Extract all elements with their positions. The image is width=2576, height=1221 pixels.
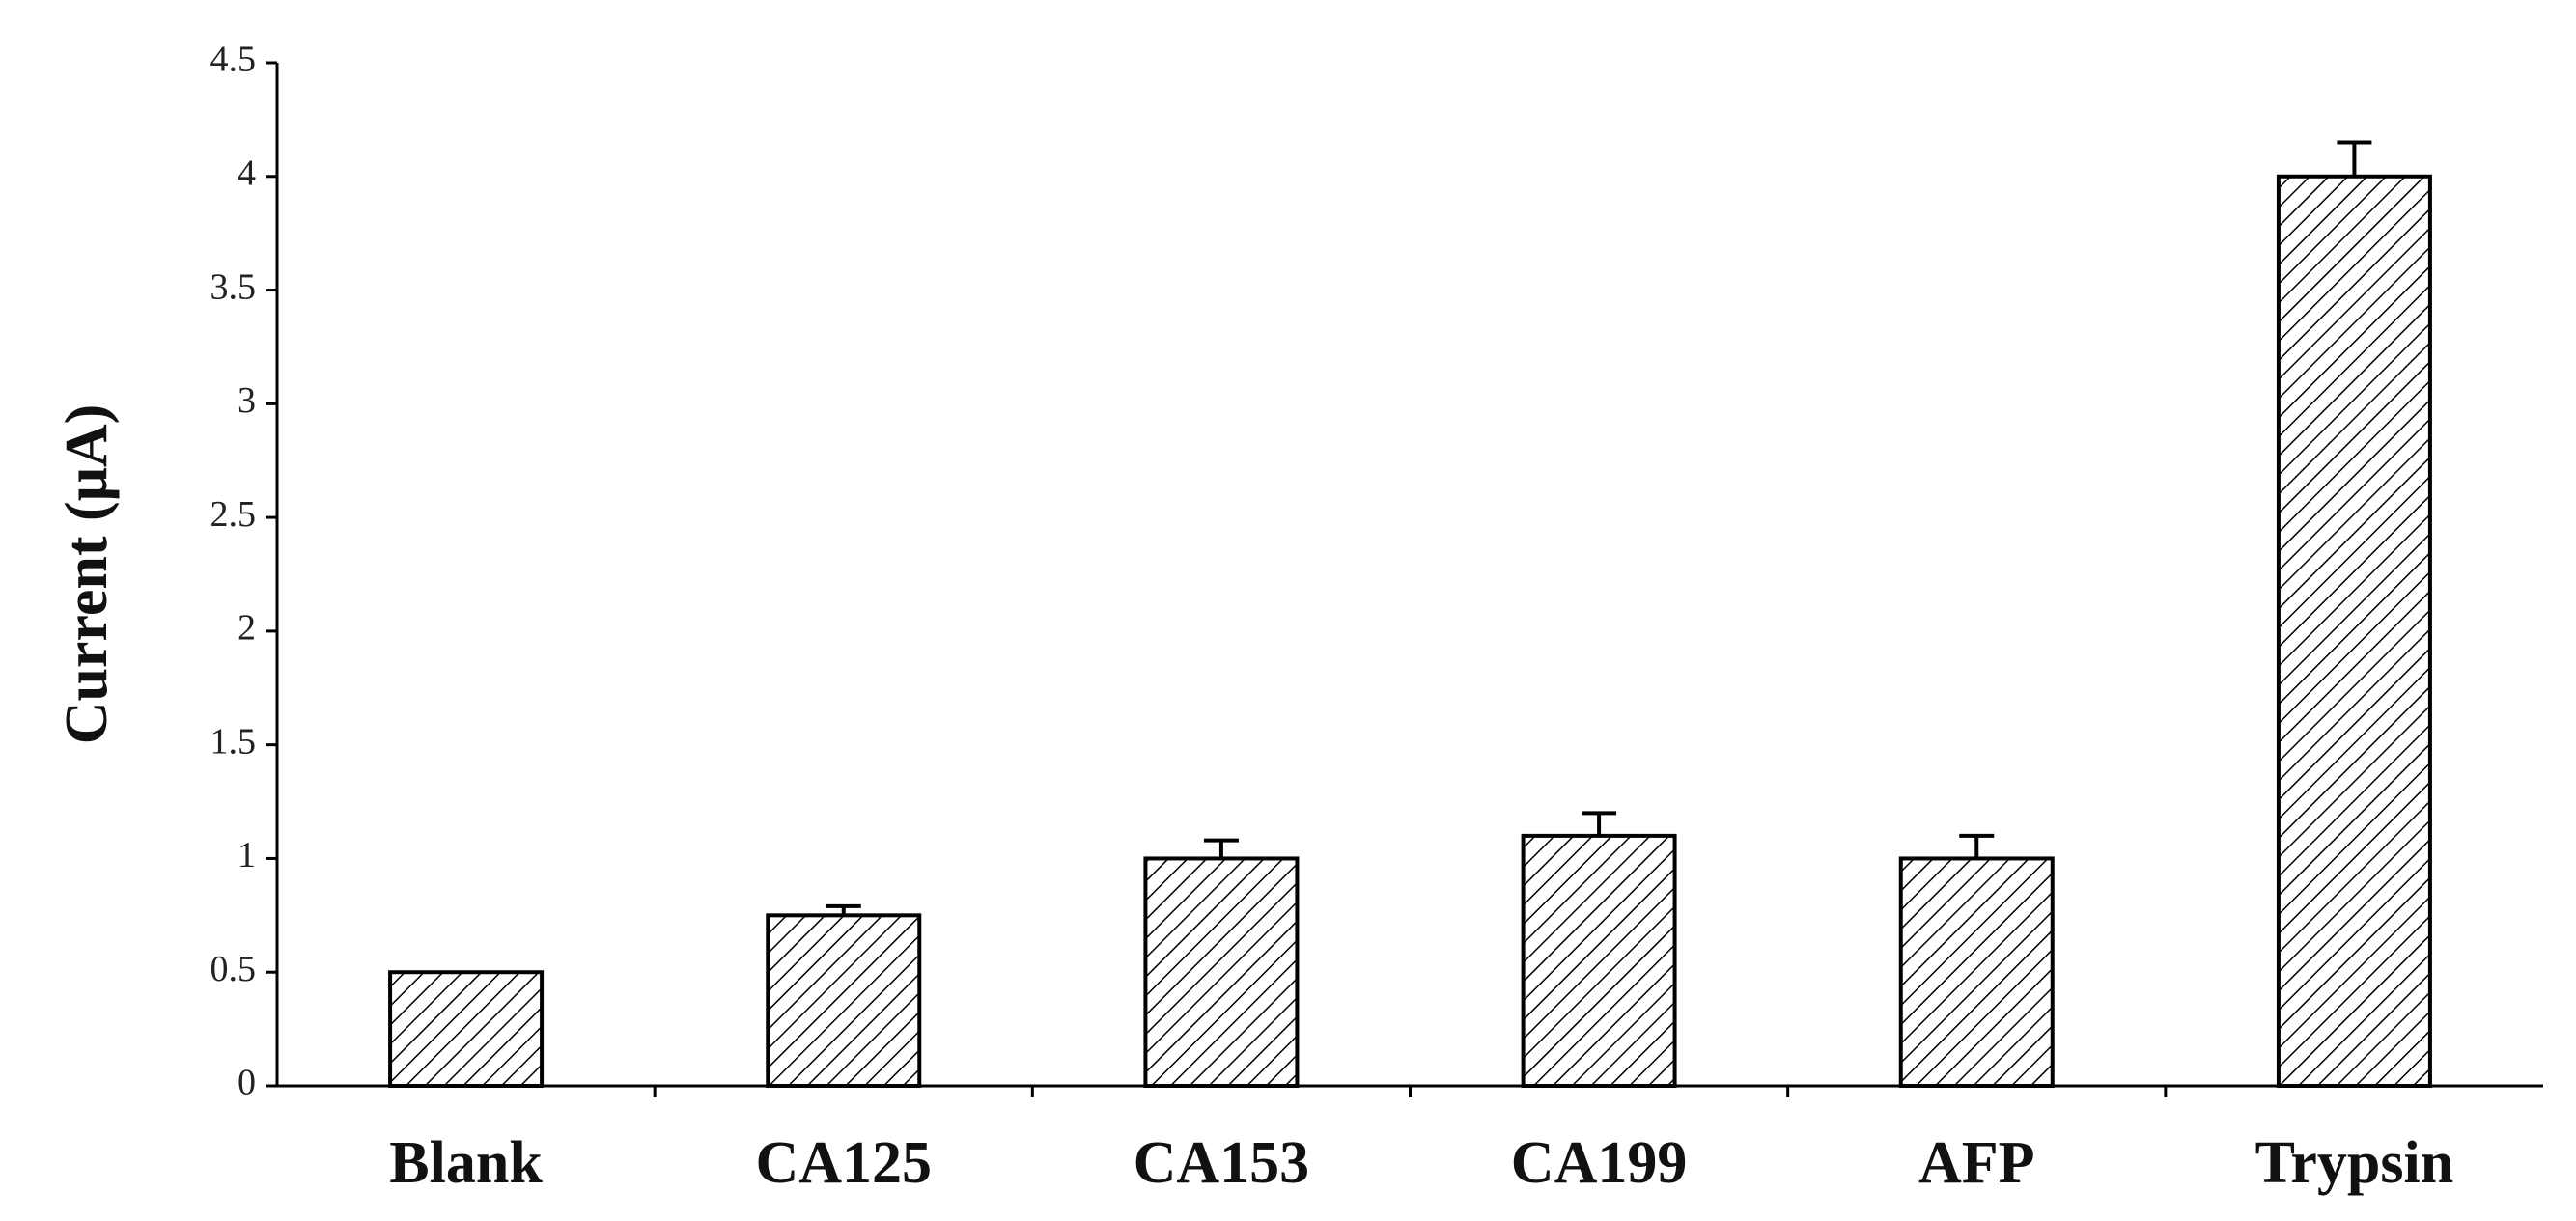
y-tick-label: 4 [238,153,256,193]
y-tick-label: 2.5 [210,494,257,535]
bar [388,970,545,1089]
y-tick-label: 3.5 [210,266,257,307]
error-bar [826,903,861,916]
bar [1143,856,1300,1089]
y-tick-label: 2 [238,608,256,649]
bar [1898,856,2055,1089]
x-tick-label: CA125 [755,1130,932,1196]
error-bar [2337,140,2372,177]
x-tick-label: CA153 [1134,1130,1310,1196]
y-tick-label: 4.5 [210,40,257,80]
bar [766,913,922,1088]
bar [2276,174,2432,1088]
x-tick-label: AFP [1918,1130,2035,1196]
error-bar [1582,811,1617,836]
error-bar [1203,838,1239,859]
bar [1521,833,1677,1089]
x-tick-label: Trypsin [2255,1130,2454,1196]
y-tick-label: 1.5 [210,721,257,762]
y-tick-label: 1 [238,835,256,875]
y-axis-label: Current (μA) [54,404,120,745]
x-tick-label: CA199 [1511,1130,1688,1196]
y-tick-label: 0.5 [210,949,257,989]
error-bar [1959,833,1995,859]
x-tick-label: Blank [389,1130,543,1196]
y-tick-label: 3 [238,380,256,421]
y-tick-label: 0 [238,1063,256,1103]
